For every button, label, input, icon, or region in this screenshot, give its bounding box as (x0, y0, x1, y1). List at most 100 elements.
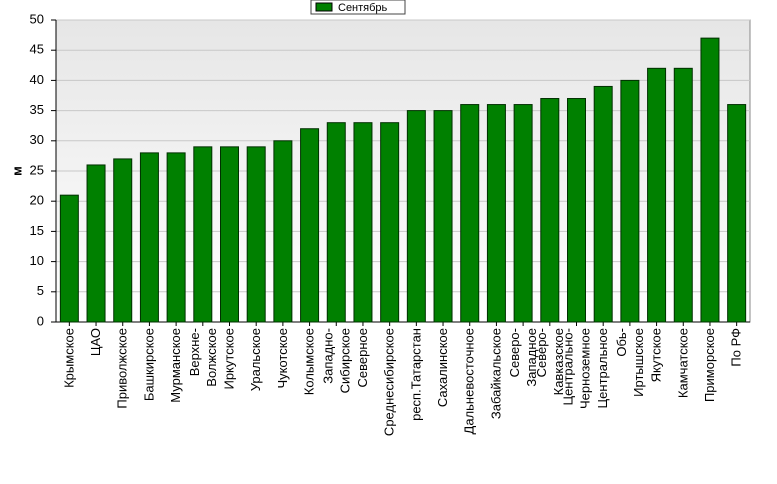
x-tick-label-line: Уральское (248, 328, 263, 391)
bar (486, 104, 506, 323)
x-tick-label-line: Сахалинское (435, 328, 450, 407)
bar (567, 98, 586, 323)
y-tick-label: 10 (30, 253, 44, 268)
x-tick-label-line: Башкирское (141, 328, 156, 401)
x-tick-label-line: Кавказское (551, 328, 566, 395)
bar (673, 67, 693, 323)
x-tick-label: Иркутское (222, 328, 237, 390)
bar (593, 85, 613, 323)
x-tick-label-line: Западно- (320, 328, 335, 384)
x-tick-label-line: Чукотское (275, 328, 290, 389)
bar (353, 122, 373, 323)
x-tick-label-line: По РФ (729, 328, 744, 367)
x-tick-label-line: ЦАО (88, 328, 103, 356)
y-tick-label: 45 (30, 42, 44, 57)
x-tick-label: Забайкальское (488, 328, 503, 419)
x-tick-label: Колымское (302, 328, 317, 395)
bar (620, 79, 640, 323)
x-tick-label: Сахалинское (435, 328, 450, 407)
x-tick-label-line: Черноземное (578, 328, 593, 409)
x-tick-label: Якутское (649, 328, 664, 382)
x-tick-label: Крымское (61, 328, 76, 388)
bar (380, 122, 400, 323)
x-tick-label: По РФ (729, 328, 744, 367)
x-tick-label: Камчатское (675, 328, 690, 398)
x-tick-label: Приволжское (115, 328, 130, 409)
bar (460, 104, 480, 323)
bar (406, 110, 426, 323)
x-tick-label-line: Северо- (534, 328, 549, 377)
x-tick-label-line: Колымское (302, 328, 317, 395)
x-tick-label-line: Центрально- (561, 328, 576, 406)
bar (193, 146, 213, 323)
x-tick-label: респ.Татарстан (408, 328, 423, 421)
y-tick-label: 5 (37, 283, 44, 298)
bar (700, 37, 720, 323)
bar (113, 158, 133, 323)
x-tick-label: ЦАО (88, 328, 103, 356)
x-tick-label: Северное (355, 328, 370, 387)
x-tick-label-line: респ.Татарстан (408, 328, 423, 421)
x-tick-label: Приморское (702, 328, 717, 402)
x-tick-label: Верхне- Волжское (187, 328, 219, 387)
x-tick-label: Башкирское (141, 328, 156, 401)
x-tick-label-line: Иркутское (222, 328, 237, 390)
x-tick-label: Уральское (248, 328, 263, 391)
y-tick-label: 25 (30, 162, 44, 177)
x-tick-label-line: Сибирское (337, 328, 352, 393)
x-tick-label-line: Центральное (595, 328, 610, 408)
x-tick-label-line: Приволжское (115, 328, 130, 409)
x-tick-label-line: Северное (355, 328, 370, 387)
y-tick-label: 35 (30, 102, 44, 117)
x-tick-label: Западно- Сибирское (320, 328, 352, 393)
x-tick-label-line: Забайкальское (488, 328, 503, 419)
x-tick-label-line: Обь- (614, 328, 629, 357)
x-tick-label-line: Иртышское (631, 328, 646, 397)
bar (513, 104, 533, 323)
y-tick-label: 15 (30, 223, 44, 238)
x-tick-label: Северо- Западное (507, 328, 539, 387)
y-axis-label: м (9, 166, 24, 176)
bar (727, 104, 747, 323)
x-tick-label-line: Приморское (702, 328, 717, 402)
bar (433, 110, 453, 323)
x-tick-label-line: Северо- (507, 328, 522, 377)
x-tick-label-line: Среднесибирское (382, 328, 397, 436)
x-tick-label-line: Западное (524, 328, 539, 387)
y-tick-label: 30 (30, 132, 44, 147)
x-tick-label-line: Крымское (61, 328, 76, 388)
bar (246, 146, 266, 323)
x-tick-label: Северо- Кавказское (534, 328, 566, 395)
x-tick-label: Центральное (595, 328, 610, 408)
y-tick-label: 0 (37, 313, 44, 328)
bar (273, 140, 293, 323)
x-tick-label-line: Волжское (204, 328, 219, 387)
x-tick-label: Обь- Иртышское (614, 328, 646, 397)
legend: Сентябрь (310, 0, 406, 15)
bar (86, 164, 106, 323)
legend-swatch (315, 2, 333, 12)
x-tick-label-line: Якутское (649, 328, 664, 382)
bar (326, 122, 346, 323)
bar (220, 146, 239, 323)
y-tick-label: 40 (30, 72, 44, 87)
x-tick-label: Мурманское (168, 328, 183, 403)
x-tick-label: Среднесибирское (382, 328, 397, 436)
x-tick-label: Центрально- Черноземное (561, 328, 593, 409)
bar (300, 128, 320, 323)
y-tick-label: 50 (30, 11, 44, 26)
bar (139, 152, 159, 323)
x-tick-label-line: Верхне- (187, 328, 202, 376)
y-tick-label: 20 (30, 193, 44, 208)
x-tick-label-line: Мурманское (168, 328, 183, 403)
bar (647, 67, 667, 323)
legend-label: Сентябрь (338, 2, 388, 14)
bar (59, 194, 79, 323)
bar (166, 152, 186, 323)
bar (540, 98, 560, 323)
x-tick-label-line: Камчатское (675, 328, 690, 398)
x-tick-label-line: Дальневосточное (462, 328, 477, 434)
x-tick-label: Чукотское (275, 328, 290, 389)
legend-box (310, 0, 406, 15)
